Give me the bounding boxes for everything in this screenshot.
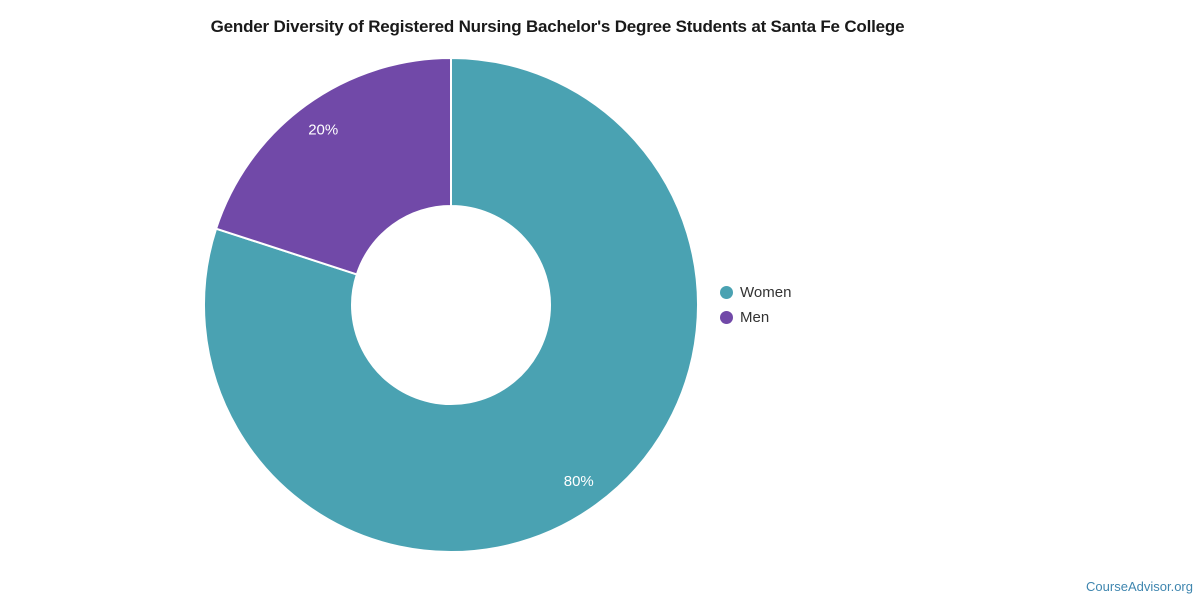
- slice-label-women: 80%: [564, 473, 594, 490]
- watermark-link[interactable]: CourseAdvisor.org: [1086, 579, 1193, 594]
- legend-label: Women: [740, 284, 792, 301]
- legend: Women Men: [720, 280, 791, 330]
- legend-swatch-icon: [720, 286, 733, 299]
- chart-title: Gender Diversity of Registered Nursing B…: [210, 17, 905, 36]
- pie-slice-men: [215, 57, 452, 276]
- slice-label-men: 20%: [308, 121, 338, 138]
- legend-item-men[interactable]: Men: [720, 305, 791, 330]
- legend-label: Men: [740, 309, 770, 326]
- pie-slice-women: [203, 57, 699, 553]
- legend-item-women[interactable]: Women: [720, 280, 791, 305]
- legend-swatch-icon: [720, 311, 733, 324]
